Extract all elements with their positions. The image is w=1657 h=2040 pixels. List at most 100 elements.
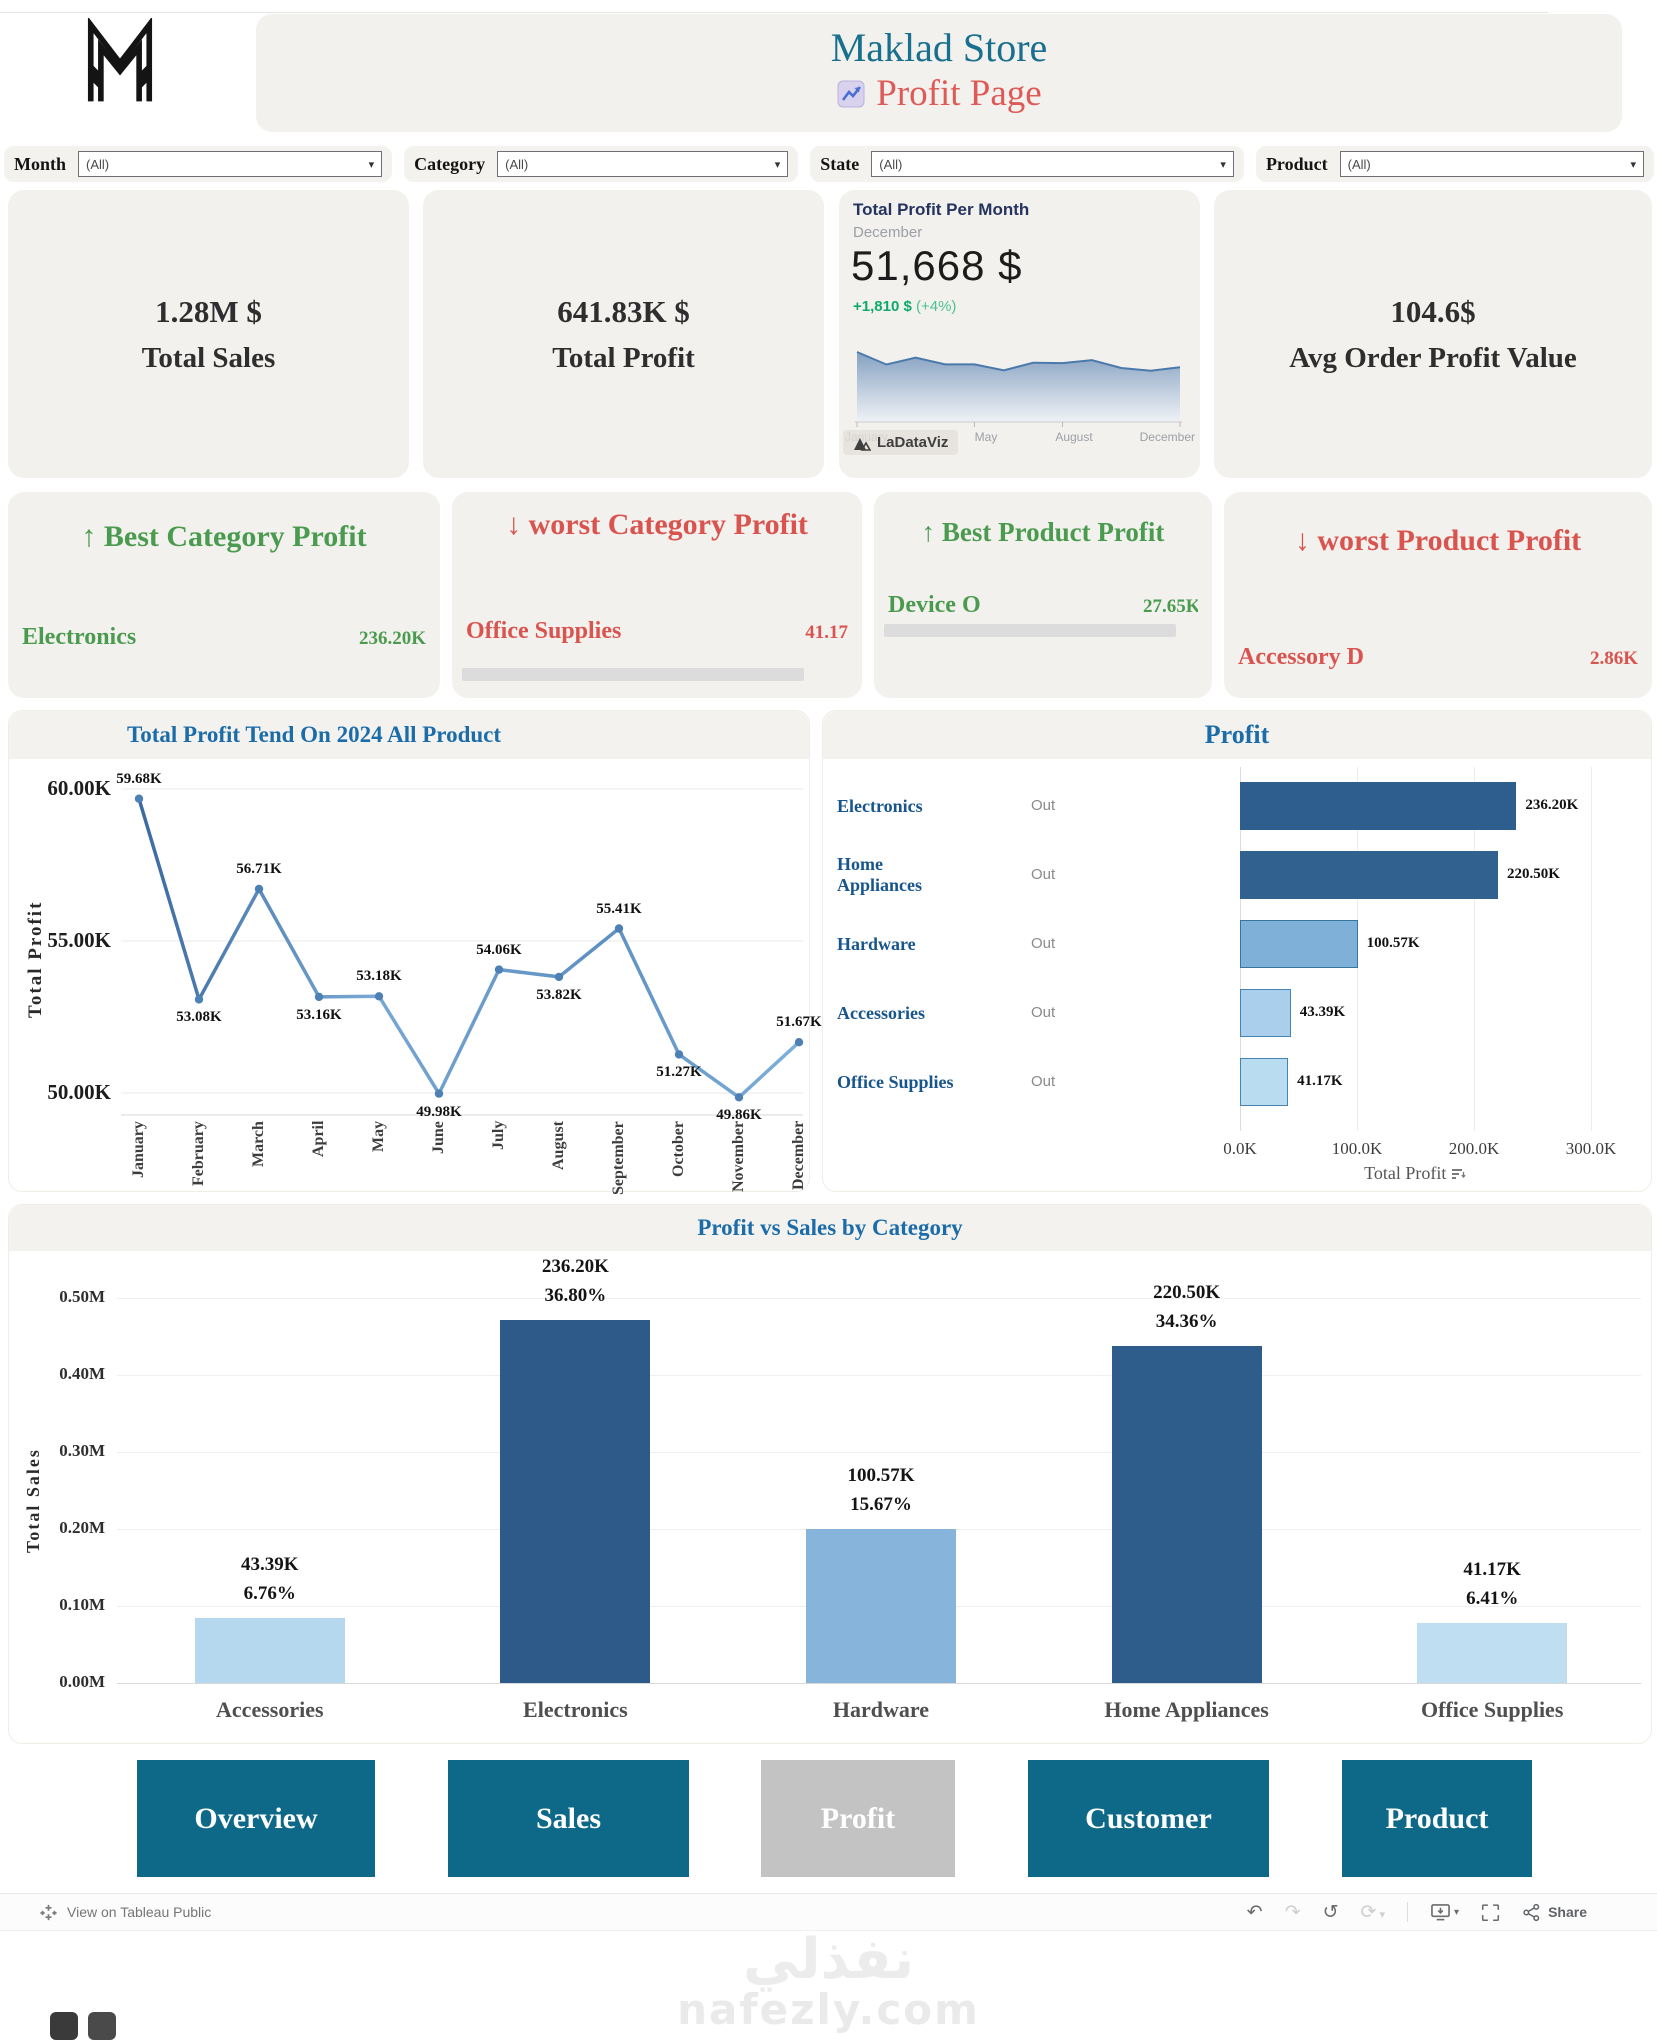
arrow-up-icon: ↑ (81, 520, 97, 553)
chevron-down-icon: ▾ (774, 158, 781, 171)
month-filter-select[interactable]: (All) ▾ (78, 151, 383, 177)
filter-product: Product (All) ▾ (1255, 146, 1654, 182)
bar-profit-label: 236.20K (541, 1256, 609, 1278)
page-subtitle: Profit Page (256, 72, 1622, 116)
product-filter-select[interactable]: (All) ▾ (1339, 151, 1644, 177)
y-tick-label: 0.00M (59, 1672, 105, 1691)
sales-bar-hardware[interactable] (806, 1529, 956, 1683)
trend-point-september[interactable] (614, 924, 624, 933)
nav-button-customer[interactable]: Customer (1028, 1760, 1269, 1877)
best-product-profit-card: ↑ Best Product Profit Device O 27.65K (874, 492, 1212, 698)
trend-point-label: 56.71K (236, 861, 282, 878)
sales-bar-accessories[interactable] (194, 1617, 345, 1683)
redo-button[interactable]: ↷ (1284, 1901, 1301, 1923)
profit-bar-office-supplies[interactable] (1240, 1058, 1289, 1106)
state-filter-select[interactable]: (All) ▾ (871, 151, 1234, 177)
arrow-down-icon: ↓ (1294, 524, 1310, 557)
share-icon (1523, 1903, 1540, 1921)
trend-point-october[interactable] (674, 1050, 684, 1059)
profit-by-category-chart-card: Profit Total Profit 0.0K 100.0K 200.0K 300.… (822, 710, 1652, 1192)
trend-point-july[interactable] (494, 965, 504, 974)
trend-point-august[interactable] (554, 972, 564, 982)
bar-status-label: Out (1031, 797, 1056, 814)
total-profit-value: 641.83K $ (557, 293, 690, 329)
bar-percent-label: 6.76% (243, 1582, 296, 1604)
bar-percent-label: 34.36% (1155, 1310, 1218, 1332)
horizontal-scrollbar[interactable] (462, 668, 804, 681)
view-on-tableau-public[interactable]: View on Tableau Public (40, 1904, 211, 1921)
trend-point-december[interactable] (794, 1038, 804, 1047)
category-filter-select[interactable]: (All) ▾ (497, 151, 789, 177)
sales-bar-home-appliances[interactable] (1111, 1345, 1262, 1683)
bar-profit-label: 43.39K (241, 1553, 299, 1575)
bar-percent-label: 36.80% (544, 1285, 607, 1307)
reset-button[interactable]: ↺ (1322, 1901, 1339, 1923)
y-gridline (117, 1298, 1641, 1299)
bar-category-label: Hardware (837, 933, 916, 954)
avg-order-profit-label: Avg Order Profit Value (1289, 341, 1577, 374)
sort-icon[interactable] (1451, 1167, 1466, 1181)
x-tick-month-label: November (730, 1121, 747, 1193)
bar-percent-label: 15.67% (850, 1494, 912, 1515)
trend-point-label: 55.41K (596, 900, 642, 917)
fullscreen-button[interactable] (1481, 1903, 1500, 1922)
x-tick-month-label: April (310, 1121, 327, 1158)
nav-button-profit[interactable]: Profit (761, 1760, 955, 1877)
page-subtitle-text: Profit Page (876, 73, 1042, 114)
trend-point-march[interactable] (254, 884, 264, 894)
kpi-total-sales: 1.28M $ Total Sales (8, 190, 409, 478)
worst-product-value: 2.86K (1589, 648, 1638, 669)
sales-bar-office-supplies[interactable] (1417, 1622, 1568, 1683)
bar-profit-label: 100.57K (847, 1465, 915, 1486)
profit-vs-sales-plot: Total Sales 0.00M 0.10M 0.20M 0.30M 0.40M 0.5… (9, 1251, 1651, 1743)
best-category-row: Electronics 236.20K (22, 624, 426, 651)
title-card: Maklad Store Profit Page (256, 14, 1622, 132)
x-category-label: Accessories (216, 1697, 324, 1722)
x-gridline (1474, 767, 1475, 1131)
trend-point-november[interactable] (734, 1093, 744, 1102)
share-button[interactable]: Share (1522, 1903, 1587, 1922)
refresh-button[interactable]: ⟳ ▾ (1360, 1901, 1386, 1923)
sparkline-svg (855, 351, 1182, 427)
y-gridline (117, 1375, 1641, 1376)
tableau-logo-icon (40, 1904, 57, 1920)
bar-status-label: Out (1031, 866, 1056, 883)
bar-profit-label: 41.17K (1463, 1558, 1521, 1580)
trend-point-june[interactable] (434, 1089, 444, 1098)
arrow-up-icon: ↑ (921, 517, 936, 547)
undo-button[interactable]: ↶ (1246, 1901, 1263, 1923)
trend-point-may[interactable] (374, 992, 384, 1001)
profit-bar-accessories[interactable] (1240, 989, 1291, 1037)
bar-status-label: Out (1031, 1073, 1056, 1090)
trend-point-january[interactable] (134, 794, 144, 803)
kpi-avg-order-profit: 104.6$ Avg Order Profit Value (1214, 190, 1652, 478)
x-tick-label: 200.0K (1448, 1139, 1500, 1158)
sales-bar-electronics[interactable] (500, 1320, 651, 1683)
bar-category-label: Electronics (837, 795, 923, 816)
profit-bar-electronics[interactable] (1240, 782, 1517, 830)
profit-bar-hardware[interactable] (1240, 920, 1358, 968)
y-tick-label: 0.30M (59, 1441, 105, 1460)
sparkline-x-tick: December (1139, 430, 1195, 444)
profit-bar-home-appliances[interactable] (1240, 851, 1498, 899)
nav-button-overview[interactable]: Overview (137, 1760, 375, 1877)
trend-point-april[interactable] (314, 992, 324, 1002)
nav-button-product[interactable]: Product (1342, 1760, 1532, 1877)
bar-category-label: Accessories (837, 1002, 925, 1023)
monthly-profit-title: Total Profit Per Month (853, 200, 1030, 219)
worst-product-name: Accessory D (1238, 644, 1364, 670)
nav-button-sales[interactable]: Sales (448, 1760, 689, 1877)
x-tick-month-label: May (370, 1121, 387, 1153)
filter-selected-value: (All) (86, 156, 110, 172)
horizontal-scrollbar[interactable] (884, 624, 1176, 637)
x-category-label: Hardware (832, 1697, 930, 1722)
worst-product-title: ↓ worst Product Profit (1294, 524, 1582, 557)
monthly-profit-sparkline[interactable] (853, 324, 1184, 428)
trend-point-february[interactable] (194, 995, 204, 1004)
kpi-monthly-profit: Total Profit Per Month December 51,668 $… (839, 190, 1200, 478)
trend-point-label: 49.86K (716, 1107, 762, 1124)
sparkline-x-tick: May (974, 430, 998, 444)
ladataviz-watermark: LaDataViz (843, 430, 959, 455)
download-button[interactable]: ▾ (1430, 1903, 1459, 1922)
